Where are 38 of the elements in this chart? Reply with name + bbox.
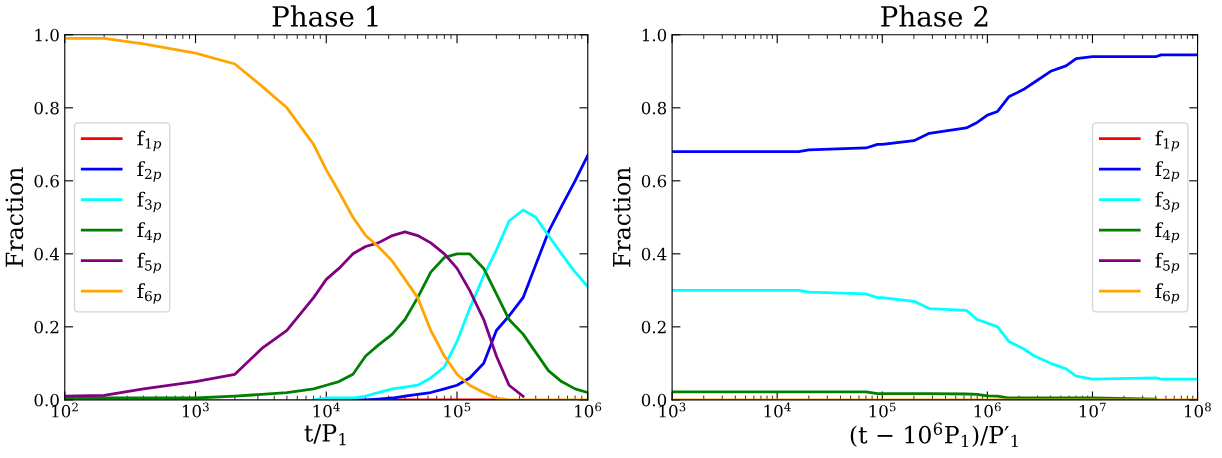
y-tick-label: 1.0 (642, 28, 667, 42)
x-tick-label: 10$^{5}$ (869, 402, 896, 418)
legend-label: f$_{5p}$ (1155, 252, 1180, 274)
legend-label: f$_{2p}$ (1155, 161, 1180, 182)
y-tick-label: 0.8 (641, 101, 667, 115)
legend-label: f$_{5p}$ (137, 252, 162, 274)
x-tick-label: 10$^{6}$ (974, 402, 1001, 418)
y-tick-label: 0.2 (34, 320, 59, 334)
line-series (312, 208, 588, 400)
x-tick-label: 10$^{6}$ (575, 402, 602, 418)
x-tick-label: 10$^{4}$ (313, 402, 340, 418)
y-axis-title: Fraction (612, 167, 631, 267)
legend-label: f$_{1p}$ (137, 130, 162, 152)
y-tick-label: 1.0 (35, 28, 59, 42)
x-axis-title: (t − 10$^{6}$P$_{1}$)/P′$_{1}$ (850, 422, 1018, 447)
y-tick-label: 0.2 (641, 320, 666, 334)
x-axis-title: t/P$_{1}$ (304, 424, 346, 446)
legend-label: f$_{1p}$ (1155, 130, 1180, 152)
y-tick-label: 0.6 (34, 174, 59, 188)
x-tick-label: 10$^{7}$ (1079, 402, 1106, 418)
legend-label: f$_{3p}$ (137, 191, 162, 213)
legend-label: f$_{4p}$ (1155, 222, 1180, 243)
y-tick-label: 0.6 (641, 174, 667, 188)
x-tick-label: 10$^{8}$ (1184, 402, 1211, 418)
y-tick-label: 0.8 (34, 101, 59, 115)
y-axis-title: Fraction (5, 167, 24, 267)
y-tick-label: 0.4 (34, 247, 60, 261)
legend-label: f$_{3p}$ (1155, 191, 1180, 213)
legend-label: f$_{4p}$ (137, 222, 162, 243)
legend-label: f$_{6p}$ (1155, 283, 1180, 304)
chart-title: Phase 1 (272, 5, 378, 27)
x-tick-label: 10$^{3}$ (182, 402, 209, 418)
x-tick-label: 10$^{5}$ (444, 402, 471, 418)
legend-label: f$_{2p}$ (137, 161, 162, 182)
y-tick-label: 0.4 (641, 247, 667, 261)
x-tick-label: 10$^{4}$ (764, 402, 791, 418)
chart-title: Phase 2 (881, 5, 988, 27)
legend-label: f$_{6p}$ (137, 283, 162, 304)
